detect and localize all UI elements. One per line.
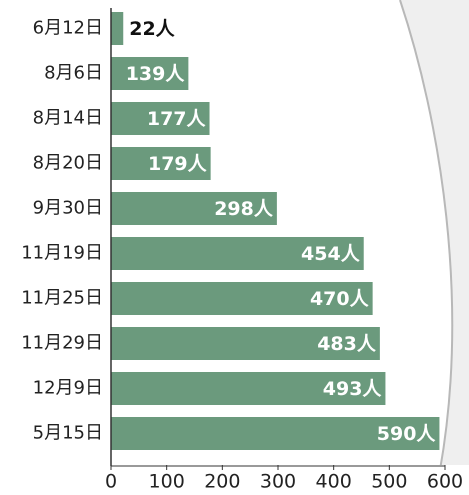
x-tick-label: 500 [371,471,407,493]
y-tick-label: 8月6日 [44,63,103,84]
bar [111,417,440,450]
bar [111,102,210,135]
value-label: 139人 [126,63,186,85]
x-tick-label: 100 [149,471,185,493]
y-tick-label: 12月9日 [33,378,103,399]
background-shape [400,0,469,470]
y-tick-label: 6月12日 [33,18,103,39]
bar [111,12,124,45]
x-tick-label: 300 [260,471,296,493]
bar [111,327,380,360]
x-tick-label: 400 [316,471,352,493]
y-tick-label: 8月20日 [33,153,103,174]
y-tick-label: 11月25日 [21,288,103,309]
bar [111,57,189,90]
bar [111,372,386,405]
y-tick-label: 8月14日 [33,108,103,129]
axis-band [0,465,469,495]
x-tick-label: 600 [427,471,463,493]
y-tick-label: 11月29日 [21,333,103,354]
value-label: 470人 [310,288,370,310]
y-tick-label: 11月19日 [21,243,103,264]
value-label: 298人 [214,198,274,220]
value-label: 177人 [147,108,207,130]
value-label: 454人 [301,243,361,265]
value-label: 483人 [317,333,377,355]
background-curve [399,0,454,471]
bar [111,237,364,270]
x-tick-label: 200 [204,471,240,493]
y-tick-label: 5月15日 [33,423,103,444]
value-label: 493人 [323,378,383,400]
y-tick-label: 9月30日 [33,198,103,219]
value-label: 179人 [148,153,208,175]
value-label: 22人 [129,18,175,40]
bar [111,147,211,180]
bar [111,282,373,315]
bar [111,192,277,225]
value-label: 590人 [377,423,437,445]
x-tick-label: 0 [105,471,117,493]
